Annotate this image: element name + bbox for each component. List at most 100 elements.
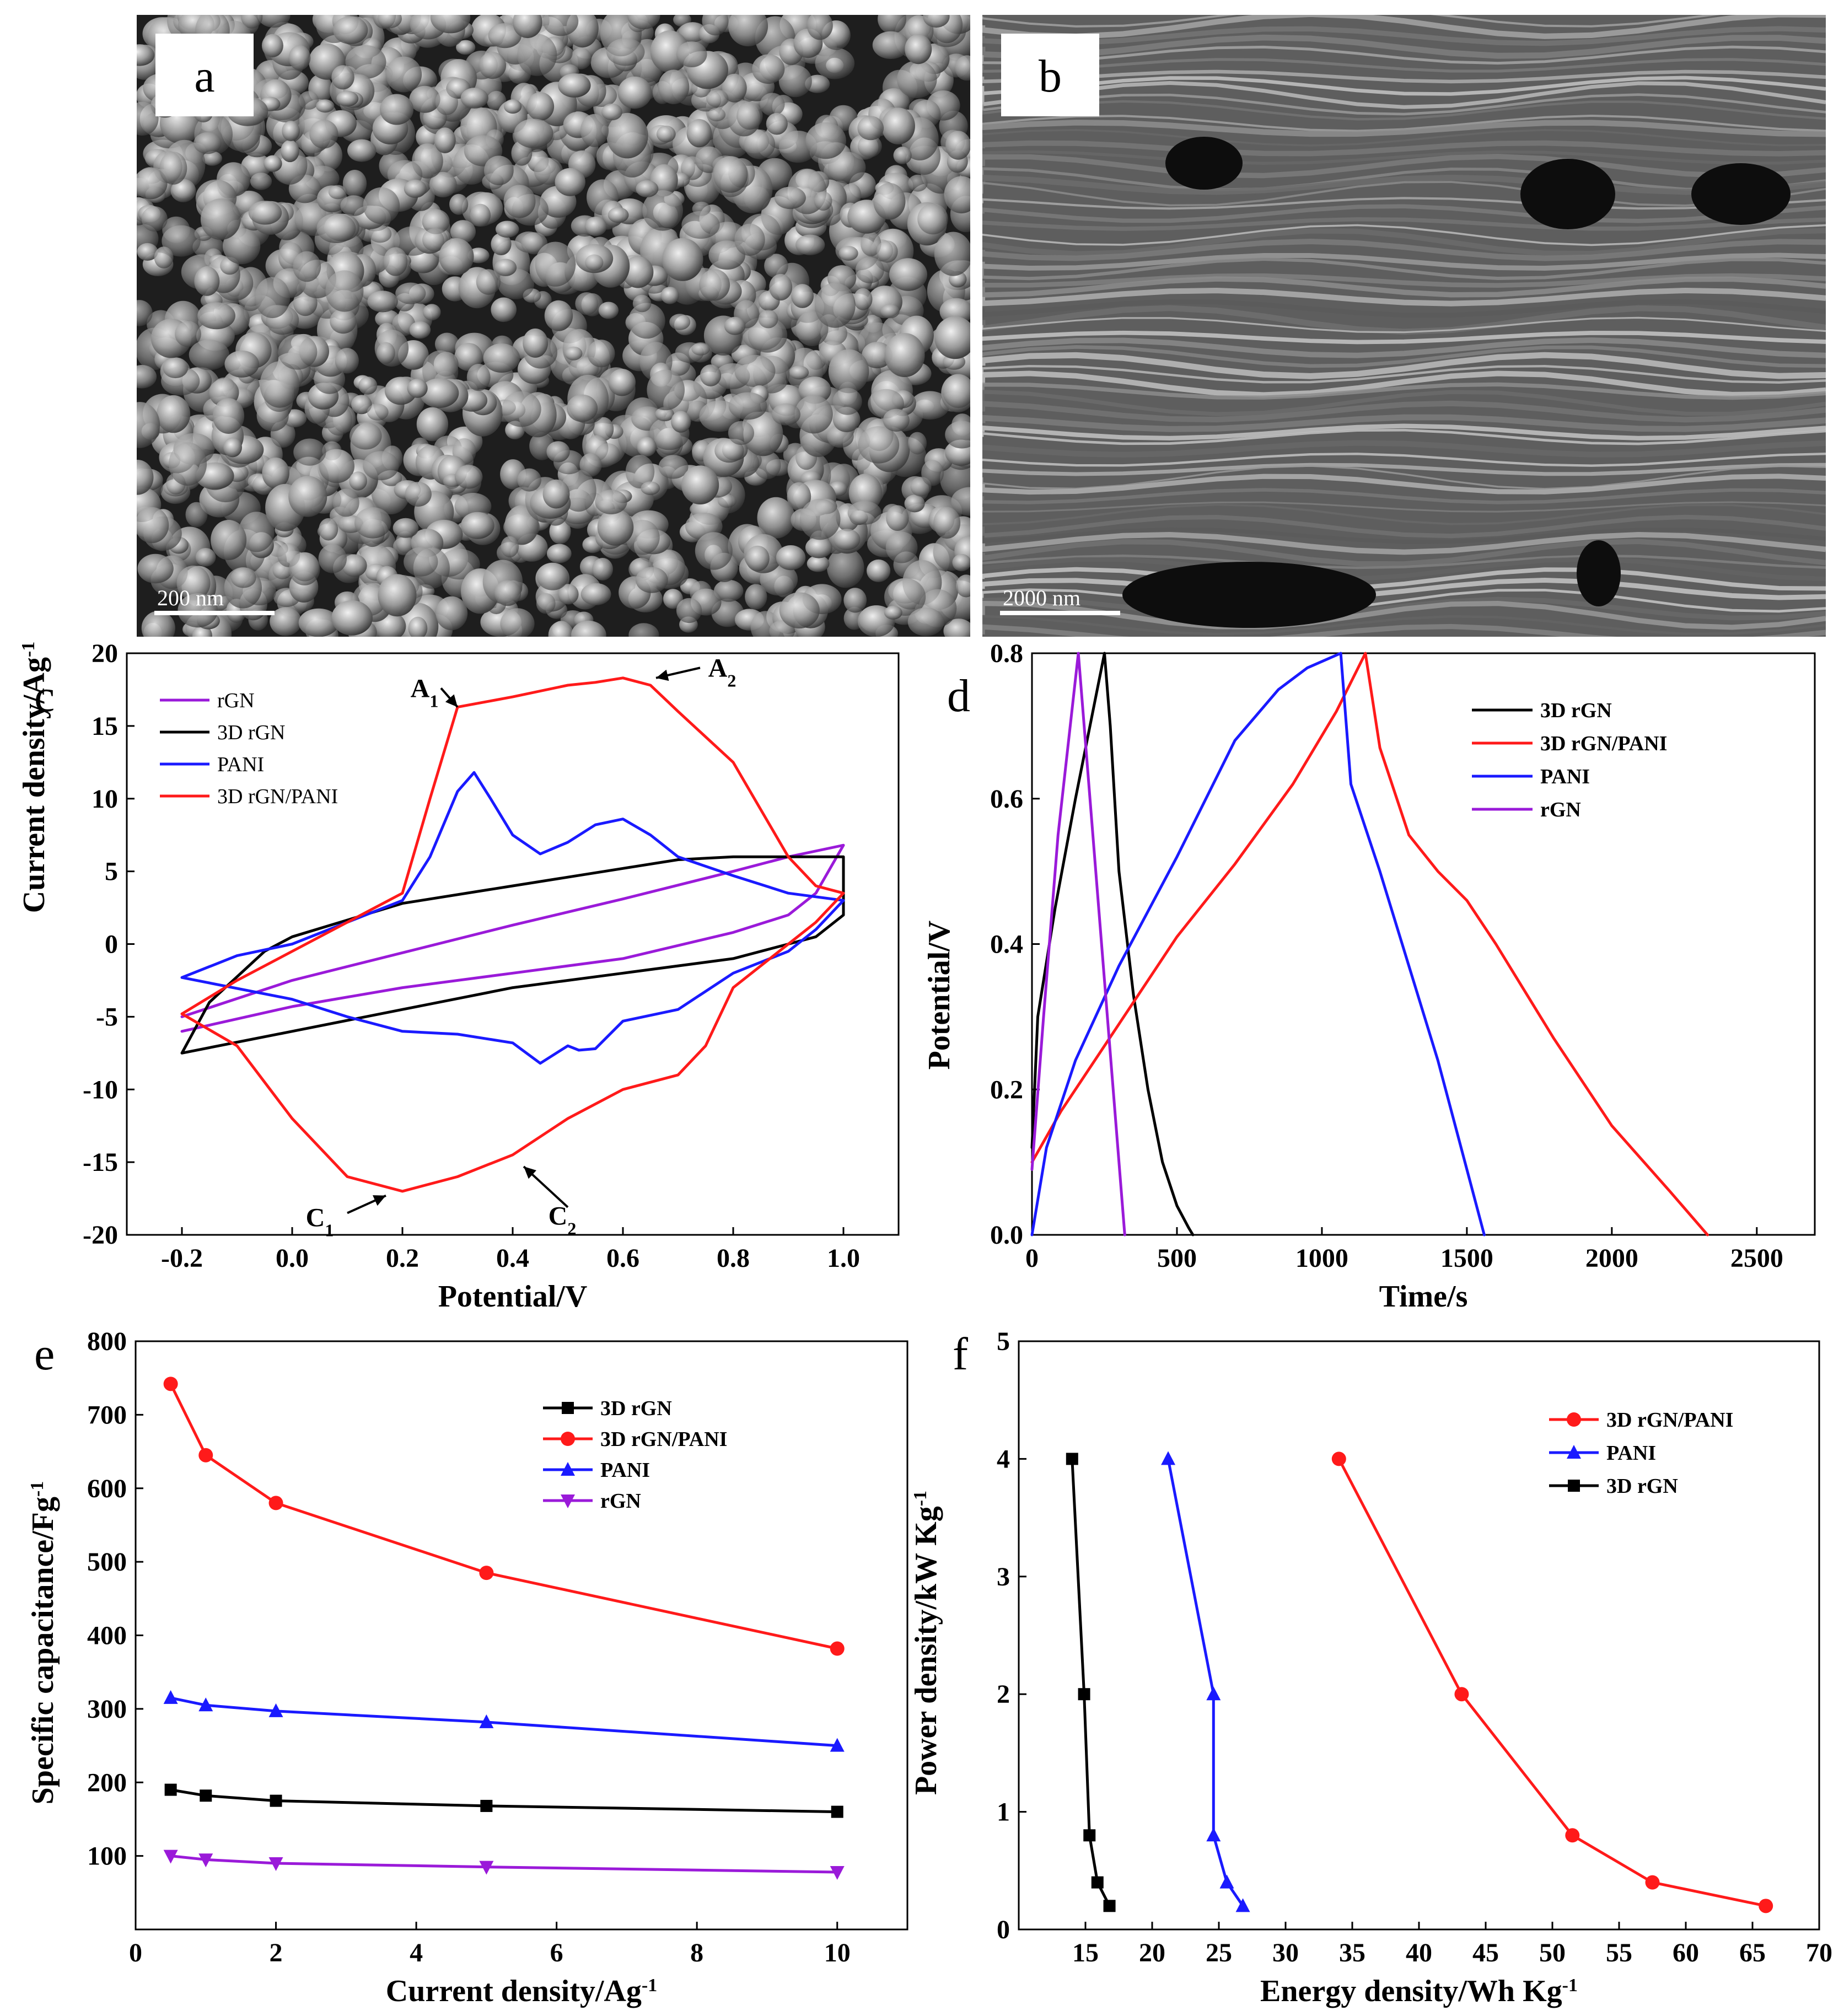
sem-particle	[169, 442, 207, 486]
x-tick-label: 0.8	[717, 1244, 750, 1273]
sem-particle	[853, 288, 873, 310]
sem-particle	[606, 38, 645, 66]
sem-particle	[434, 127, 456, 153]
sem-particle	[827, 152, 866, 184]
sem-layer	[982, 539, 1826, 567]
x-tick-label: 2500	[1730, 1244, 1783, 1273]
y-tick-label: 0.8	[990, 639, 1023, 668]
data-point-triangle-up	[830, 1738, 845, 1752]
sem-particle	[921, 460, 944, 486]
sem-particle	[319, 449, 354, 483]
sem-pore	[1165, 137, 1243, 190]
sem-particle	[598, 302, 619, 319]
legend-label: rGN	[217, 689, 255, 712]
sem-particle	[137, 243, 158, 261]
sem-particle	[340, 195, 368, 216]
data-point-triangle-down	[268, 1857, 283, 1871]
data-point-circle	[1331, 1451, 1346, 1466]
sem-layer	[982, 276, 1826, 298]
y-tick-label: 5	[105, 857, 118, 886]
sem-particle	[579, 453, 602, 477]
sem-particle	[910, 391, 950, 420]
sem-particle	[223, 228, 261, 265]
data-point-square	[831, 1805, 843, 1818]
data-point-triangle-down	[479, 1861, 494, 1875]
sem-particle	[162, 225, 201, 257]
x-tick-label: 40	[1406, 1938, 1432, 1967]
x-axis-title: Time/s	[1379, 1280, 1468, 1314]
sem-layer	[982, 120, 1826, 137]
sem-particle	[580, 114, 609, 147]
sem-particle	[316, 213, 356, 243]
x-tick-label: 0.2	[386, 1244, 419, 1273]
sem-particle	[281, 139, 299, 163]
sem-a-particles	[137, 15, 970, 637]
data-point-triangle-up	[1206, 1686, 1221, 1701]
sem-particle	[828, 349, 869, 394]
sem-particle	[884, 605, 902, 620]
data-point-circle	[830, 1641, 845, 1656]
sem-layer	[982, 257, 1826, 281]
sem-particle	[513, 15, 542, 39]
sem-particle	[706, 89, 729, 107]
panel-d-label: d	[947, 670, 970, 722]
y-tick-label: 20	[92, 639, 118, 668]
x-tick-label: 8	[690, 1938, 703, 1967]
sem-particle	[791, 284, 814, 308]
sem-particle	[708, 240, 745, 270]
sem-layer	[982, 305, 1826, 335]
sem-layer	[982, 345, 1826, 368]
sem-layer	[982, 596, 1826, 621]
sem-particle	[855, 257, 884, 283]
sem-particle	[641, 481, 660, 495]
sem-layer	[982, 514, 1826, 539]
sem-particle	[367, 291, 398, 313]
sem-particle	[832, 388, 862, 415]
sem-particle	[407, 379, 428, 398]
sem-particle	[517, 468, 541, 492]
sem-particle	[555, 168, 585, 196]
sem-layer	[982, 287, 1826, 307]
data-point-triangle-down	[163, 1850, 178, 1864]
y-tick-label: 600	[87, 1474, 127, 1503]
annotation-label: C2	[549, 1202, 577, 1239]
sem-particle	[470, 203, 491, 227]
data-point-circle	[1565, 1828, 1580, 1843]
sem-particle	[789, 365, 809, 380]
sem-particle	[503, 185, 536, 218]
y-axis-title: Power density/kW Kg-1	[909, 1491, 943, 1795]
sem-particle	[548, 621, 574, 637]
x-tick-label: 500	[1157, 1244, 1197, 1273]
sem-particle	[331, 65, 354, 90]
sem-particle	[872, 31, 910, 60]
sem-layer	[982, 501, 1826, 513]
panel-a-label: a	[194, 51, 214, 102]
sem-particle	[858, 426, 900, 464]
data-point-circle	[198, 1448, 213, 1463]
sem-particle	[500, 608, 535, 637]
sem-image-a	[137, 15, 970, 637]
sem-particle	[617, 76, 652, 109]
legend-label: 3D rGN/PANI	[1606, 1408, 1733, 1432]
sem-particle	[734, 223, 765, 256]
series-line-rgn	[180, 843, 845, 1033]
sem-particle	[595, 490, 627, 514]
sem-particle	[669, 314, 691, 330]
sem-particle	[479, 52, 507, 79]
sem-layer	[982, 463, 1826, 476]
sem-particle	[358, 377, 378, 395]
sem-particle	[558, 584, 579, 605]
sem-layer	[982, 465, 1826, 490]
x-tick-label: 0.0	[276, 1244, 309, 1273]
sem-particle	[342, 554, 367, 577]
sem-particle	[241, 15, 263, 29]
sem-particle	[565, 346, 583, 361]
sem-b-layers	[982, 15, 1826, 650]
sem-particle	[429, 171, 457, 197]
sem-layer	[982, 150, 1826, 165]
sem-particle	[827, 547, 864, 588]
sem-particle	[728, 392, 767, 420]
sem-layer	[982, 639, 1826, 650]
data-point-square	[562, 1402, 574, 1414]
